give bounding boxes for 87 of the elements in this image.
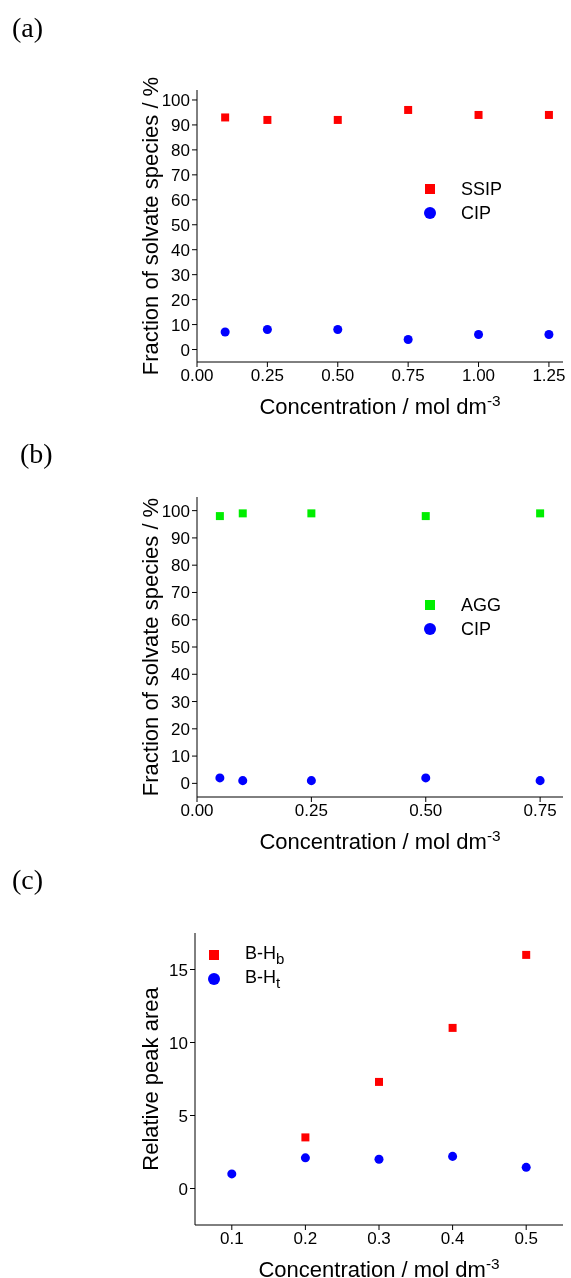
point — [535, 776, 545, 786]
y-axis-title: Relative peak area — [138, 986, 163, 1171]
x-tick-label: 0.25 — [294, 801, 328, 821]
point — [220, 327, 230, 337]
point — [333, 325, 343, 335]
legend-label: B-H$_{t}$ — [245, 967, 281, 991]
x-axis-title: Concentration / mol dm$^{-3}$ — [259, 826, 501, 854]
point — [262, 325, 272, 335]
point — [404, 105, 413, 114]
y-tick-label: 100 — [161, 91, 190, 111]
point — [238, 509, 247, 518]
legend-label: CIP — [461, 618, 492, 640]
point — [333, 115, 342, 124]
legend-label: AGG — [461, 594, 502, 616]
legend-label: SSIP — [461, 178, 503, 200]
y-tick-label: 10 — [171, 747, 190, 767]
point — [544, 110, 553, 119]
y-tick-label: 0 — [180, 774, 190, 794]
point — [238, 776, 248, 786]
y-tick-label: 5 — [178, 1106, 188, 1126]
point — [474, 330, 484, 340]
y-tick-label: 70 — [171, 583, 190, 603]
x-tick-label: 0.4 — [440, 1229, 465, 1249]
y-tick-label: 50 — [171, 215, 190, 235]
text: (b) — [20, 438, 53, 470]
x-tick-label: 0.1 — [219, 1229, 244, 1249]
point — [448, 1023, 457, 1032]
legend-label: B-H$_{b}$ — [245, 943, 285, 967]
point — [421, 773, 431, 783]
point — [307, 509, 316, 518]
point — [521, 1162, 531, 1172]
x-tick-label: 0.50 — [321, 366, 355, 386]
y-tick-label: 0 — [180, 340, 190, 360]
y-tick-label: 90 — [171, 115, 190, 135]
y-tick-label: 20 — [171, 290, 190, 310]
x-axis-title: Concentration / mol dm$^{-3}$ — [258, 1254, 500, 1278]
point — [227, 1169, 237, 1179]
y-tick-label: 80 — [171, 140, 190, 160]
point — [300, 1153, 310, 1163]
y-tick-label: 10 — [171, 315, 190, 335]
point — [536, 509, 545, 518]
point — [306, 776, 316, 786]
legend-label: CIP — [461, 202, 492, 224]
y-tick-label: 60 — [171, 190, 190, 210]
y-tick-label: 15 — [169, 960, 188, 980]
x-tick-label: 0.5 — [514, 1229, 539, 1249]
point — [403, 335, 413, 345]
y-tick-label: 70 — [171, 165, 190, 185]
x-tick-label: 1.00 — [461, 366, 496, 386]
x-tick-label: 0.2 — [293, 1229, 318, 1249]
x-tick-label: 0.3 — [367, 1229, 391, 1249]
point — [215, 773, 225, 783]
y-tick-label: 100 — [161, 501, 190, 521]
y-tick-label: 20 — [171, 719, 190, 739]
point — [474, 110, 483, 119]
x-tick-label: 0.25 — [250, 366, 284, 386]
x-tick-label: 0.00 — [180, 801, 214, 821]
y-tick-label: 60 — [171, 610, 190, 630]
point — [301, 1133, 310, 1142]
x-tick-label: 0.00 — [180, 366, 214, 386]
x-tick-label: 0.75 — [391, 366, 425, 386]
y-tick-label: 30 — [171, 265, 190, 285]
point — [522, 950, 531, 959]
point — [263, 115, 272, 124]
x-tick-label: 0.50 — [409, 801, 443, 821]
point — [544, 330, 554, 340]
y-tick-label: 50 — [171, 638, 190, 658]
y-tick-label: 0 — [178, 1179, 188, 1199]
text: (c) — [12, 864, 44, 896]
y-tick-label: 90 — [171, 528, 190, 548]
y-tick-label: 40 — [171, 665, 190, 685]
point — [374, 1154, 384, 1164]
y-axis-title: Fraction of solvate species / % — [138, 76, 163, 376]
point — [375, 1077, 383, 1086]
x-tick-label: 1.25 — [532, 366, 566, 386]
point — [221, 113, 230, 122]
y-tick-label: 30 — [171, 692, 190, 712]
y-axis-title: Fraction of solvate species / % — [138, 497, 163, 797]
point — [448, 1151, 458, 1161]
y-tick-label: 10 — [169, 1033, 188, 1053]
x-axis-title: Concentration / mol dm$^{-3}$ — [259, 391, 501, 419]
text: (a) — [12, 12, 44, 44]
point — [421, 512, 430, 521]
point — [215, 512, 224, 521]
y-tick-label: 40 — [171, 240, 190, 260]
x-tick-label: 0.75 — [523, 801, 557, 821]
y-tick-label: 80 — [171, 556, 190, 576]
